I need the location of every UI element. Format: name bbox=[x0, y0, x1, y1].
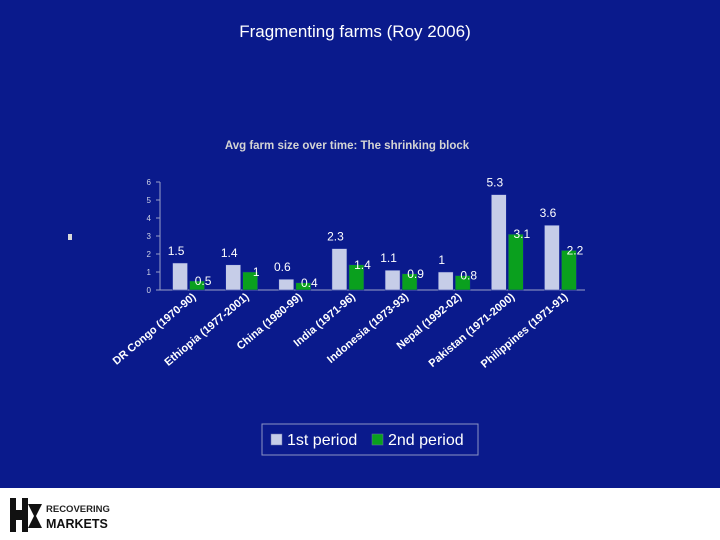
bar bbox=[242, 271, 258, 291]
data-label: 1 bbox=[438, 253, 445, 267]
legend-box bbox=[261, 423, 479, 456]
bars bbox=[172, 194, 577, 291]
y-tick-label: 1 bbox=[147, 268, 152, 277]
legend-label: 1st period bbox=[287, 432, 357, 449]
slide-background bbox=[0, 0, 720, 488]
data-label: 3.1 bbox=[513, 227, 530, 241]
bar bbox=[225, 264, 241, 291]
bar bbox=[331, 248, 348, 291]
data-label: 0.5 bbox=[195, 274, 212, 288]
bar bbox=[278, 278, 295, 291]
y-tick-label: 0 bbox=[147, 286, 152, 295]
bar bbox=[437, 271, 454, 291]
data-label: 1.4 bbox=[221, 246, 238, 260]
legend-label: 2nd period bbox=[388, 432, 464, 449]
y-tick-label: 6 bbox=[147, 178, 152, 187]
data-label: 1.1 bbox=[380, 251, 397, 265]
rm-logo-icon bbox=[10, 498, 42, 532]
y-tick-label: 2 bbox=[147, 250, 152, 259]
y-tick-label: 3 bbox=[147, 232, 152, 241]
data-label: 0.9 bbox=[407, 267, 424, 281]
recovering-markets-logo: RECOVERING MARKETS bbox=[10, 498, 110, 532]
logo-line-2: MARKETS bbox=[46, 517, 108, 531]
data-label: 3.6 bbox=[540, 206, 557, 220]
category-label: DR Congo (1970-90) bbox=[111, 291, 199, 368]
data-label: 5.3 bbox=[486, 176, 503, 190]
data-label: 0.4 bbox=[301, 276, 318, 290]
legend-swatch bbox=[270, 433, 283, 446]
data-label: 1.4 bbox=[354, 258, 371, 272]
bar bbox=[544, 224, 560, 291]
data-label: 2.3 bbox=[327, 230, 344, 244]
bar bbox=[348, 264, 365, 291]
data-label: 0.8 bbox=[460, 269, 477, 283]
data-label: 0.6 bbox=[274, 260, 291, 274]
data-label: 2.2 bbox=[567, 243, 584, 257]
bullet-mark bbox=[68, 234, 72, 240]
bar bbox=[384, 269, 401, 291]
data-label: 1.5 bbox=[168, 244, 185, 258]
category-label: Pakistan (1971-2000) bbox=[427, 291, 518, 370]
y-tick-label: 4 bbox=[147, 214, 152, 223]
bar bbox=[454, 275, 471, 291]
bar bbox=[401, 273, 418, 291]
bar bbox=[189, 280, 205, 291]
logo-line-1: RECOVERING bbox=[46, 504, 110, 515]
footer bbox=[0, 488, 720, 540]
bar bbox=[491, 194, 507, 291]
data-label: 1 bbox=[253, 265, 260, 279]
value-labels: 1.5 1.4 0.6 2.3 1.1 1 5.3 3.6 0.5 1 0.4 1.4 0.9 0.8 3.… bbox=[168, 176, 584, 290]
bar bbox=[561, 250, 577, 291]
chart-title: Avg farm size over time: The shrinking b… bbox=[225, 140, 470, 152]
bar-chart: Avg farm size over time: The shrinking b… bbox=[111, 140, 585, 456]
legend: 1st period 2nd period bbox=[261, 423, 479, 456]
bar bbox=[172, 262, 188, 291]
x-axis-labels: DR Congo (1970-90)Ethiopia (1977-2001)Ch… bbox=[111, 291, 571, 371]
legend-swatch bbox=[371, 433, 384, 446]
category-label: Philippines (1971-91) bbox=[479, 291, 571, 371]
bar bbox=[508, 233, 524, 291]
bar bbox=[295, 282, 312, 291]
slide-title: Fragmenting farms (Roy 2006) bbox=[239, 22, 471, 41]
y-tick-label: 5 bbox=[147, 196, 152, 205]
